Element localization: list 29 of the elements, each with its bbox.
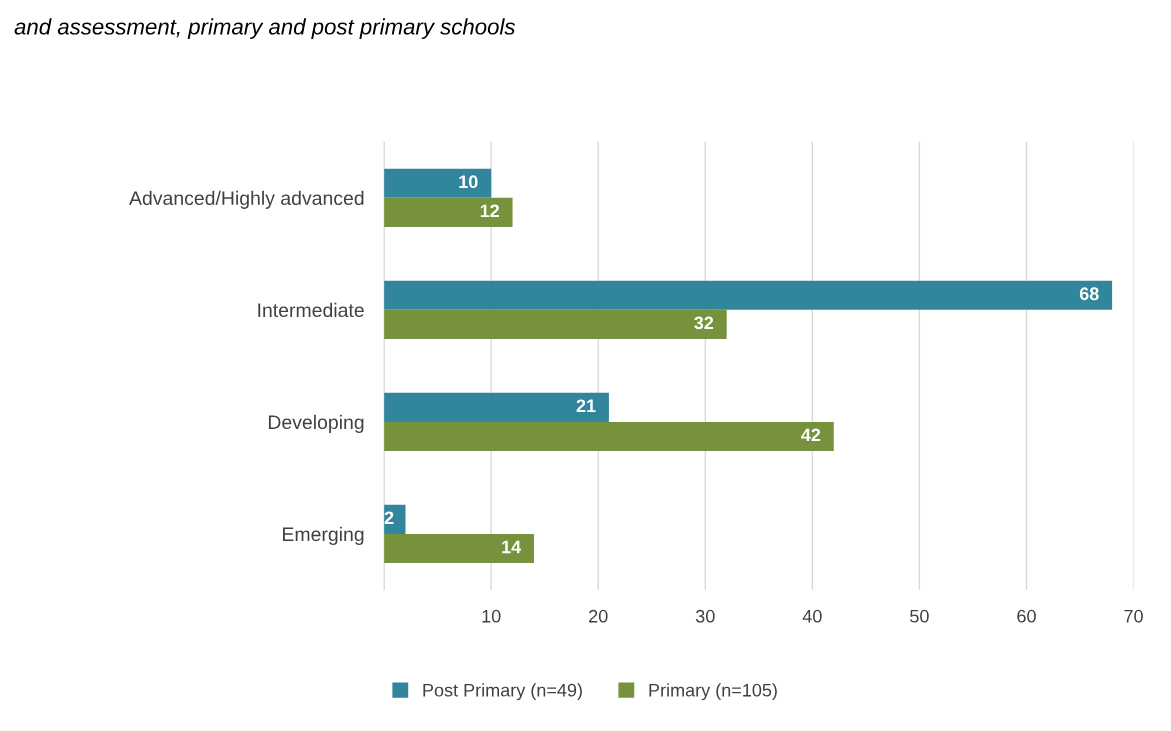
bar: [384, 533, 534, 564]
y-tick-label: Advanced/Highly advanced: [129, 190, 364, 209]
data-label: 2: [384, 511, 394, 525]
chart-title: and assessment, primary and post primary schools: [14, 18, 516, 39]
x-tick-label: 10: [482, 609, 501, 623]
bar: [384, 197, 513, 227]
y-tick-label: Intermediate: [258, 302, 364, 318]
data-label: 21: [576, 399, 596, 412]
y-tick-label: Developing: [268, 414, 364, 433]
data-label: 12: [480, 204, 499, 218]
y-tick-label: Emerging: [283, 526, 364, 545]
legend-label: Primary (n=105): [649, 683, 777, 701]
data-label: 32: [694, 316, 714, 330]
data-label: 14: [502, 540, 522, 554]
data-label: 42: [801, 428, 821, 442]
x-tick-label: 70: [1124, 609, 1143, 623]
x-tick-label: 50: [910, 609, 929, 623]
legend-label: Post Primary (n=49): [423, 683, 582, 701]
x-tick-label: 60: [1017, 609, 1036, 623]
bar: [384, 280, 1113, 310]
bar: [384, 392, 609, 422]
bar: [384, 421, 834, 452]
x-tick-label: 20: [589, 609, 608, 623]
bar: [384, 309, 727, 339]
data-label: 10: [459, 175, 478, 189]
bar: [384, 168, 492, 198]
x-tick-label: 30: [695, 609, 715, 623]
x-tick-label: 40: [802, 609, 822, 623]
data-label: 68: [1079, 287, 1099, 301]
